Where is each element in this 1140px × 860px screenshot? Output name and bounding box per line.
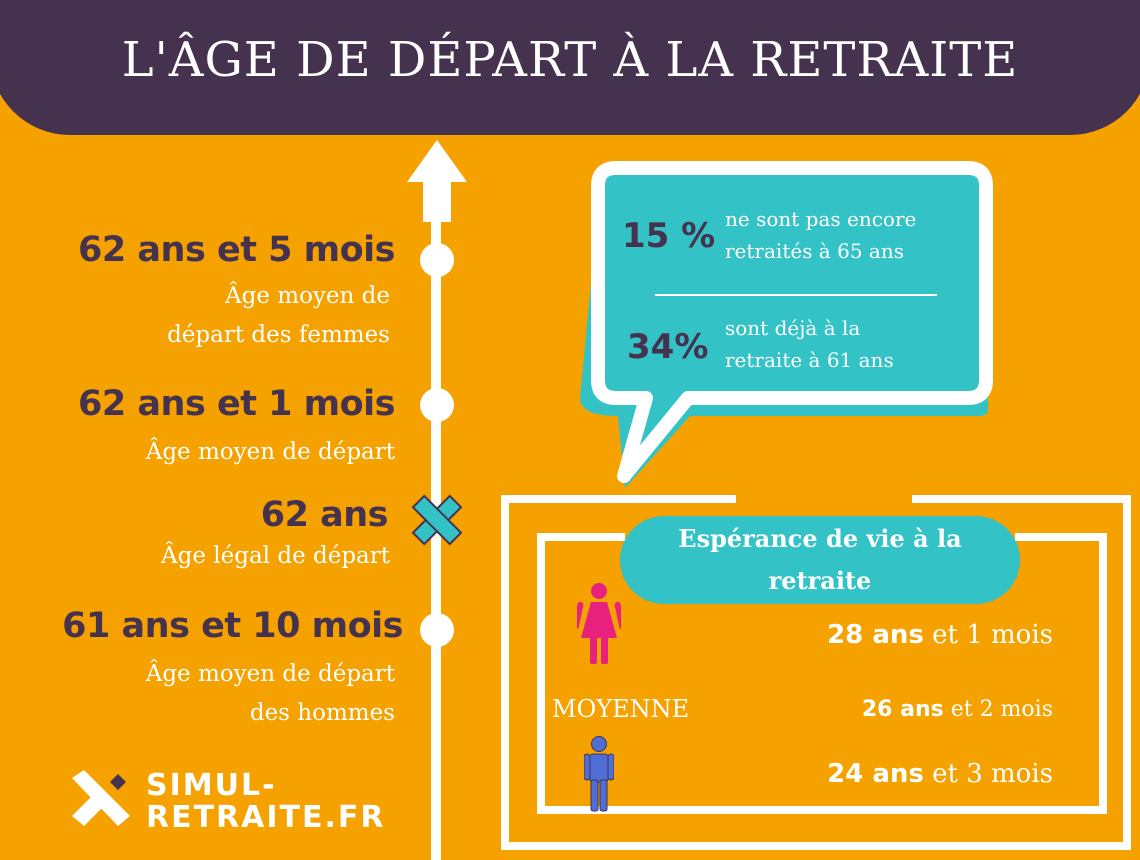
timeline-desc: Âge moyen de départ des hommes xyxy=(145,661,395,726)
page-title: L'ÂGE DE DÉPART À LA RETRAITE xyxy=(121,32,1019,88)
timeline-value: 62 ans et 5 mois xyxy=(78,230,395,270)
speech-bubble xyxy=(580,161,993,488)
timeline-axis xyxy=(431,220,441,860)
divider xyxy=(655,294,937,296)
timeline-dot xyxy=(420,243,454,277)
logo-text: SIMUL- RETRAITE.FR xyxy=(146,768,386,835)
timeline-value: 61 ans et 10 mois xyxy=(62,606,403,646)
stat-text: ne sont pas encore retraités à 65 ans xyxy=(725,207,917,263)
timeline-dot xyxy=(420,388,454,422)
arrow-up-icon xyxy=(407,140,467,222)
woman-icon xyxy=(577,583,621,664)
timeline-desc: Âge légal de départ xyxy=(161,543,390,569)
man-icon xyxy=(584,736,614,812)
stat-value: 34% xyxy=(627,327,709,367)
cross-icon xyxy=(411,494,463,546)
timeline-desc: Âge moyen de départ des femmes xyxy=(167,283,390,348)
average-life-expectancy: 26 ans et 2 mois xyxy=(861,697,1053,722)
stat-value: 15 % xyxy=(622,216,716,256)
timeline-value: 62 ans et 1 mois xyxy=(78,384,395,424)
women-life-expectancy: 28 ans et 1 mois xyxy=(827,620,1053,650)
life-expectancy-title: Espérance de vie à la retraite xyxy=(620,516,1020,604)
men-life-expectancy: 24 ans et 3 mois xyxy=(827,759,1053,789)
stat-text: sont déjà à la retraite à 61 ans xyxy=(725,316,894,372)
timeline-desc: Âge moyen de départ xyxy=(145,439,395,465)
timeline-dot xyxy=(420,613,454,647)
timeline-value: 62 ans xyxy=(260,495,389,535)
header-banner: L'ÂGE DE DÉPART À LA RETRAITE xyxy=(0,0,1140,135)
average-label: MOYENNE xyxy=(552,695,690,723)
logo-icon xyxy=(72,770,130,826)
